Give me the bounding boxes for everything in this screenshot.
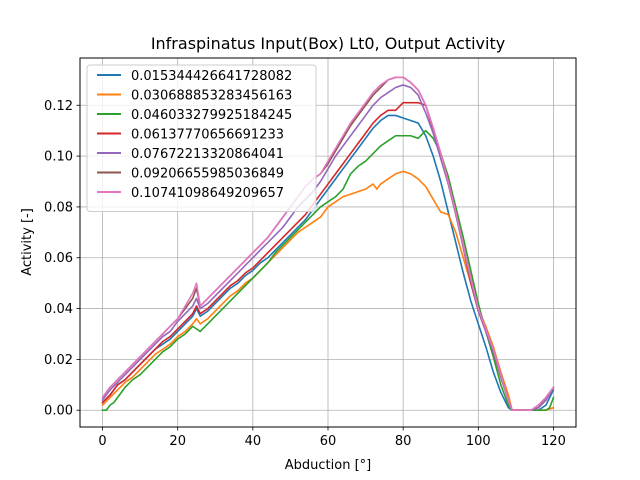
legend-label-1: 0.015344426641728082 xyxy=(131,69,292,84)
series-line-1 xyxy=(101,114,555,412)
y-tick-label: 0.06 xyxy=(44,251,73,266)
x-tick-label: 0 xyxy=(98,434,106,449)
x-tick-label: 20 xyxy=(169,434,186,449)
y-axis-label: Activity [-] xyxy=(20,208,35,276)
x-axis-label: Abduction [°] xyxy=(285,458,371,473)
y-tick-label: 0.02 xyxy=(44,353,73,368)
series-line-5 xyxy=(101,84,555,412)
chart-title: Infraspinatus Input(Box) Lt0, Output Act… xyxy=(151,34,505,53)
legend: 0.015344426641728082 0.030688853283456163… xyxy=(86,64,317,212)
y-tick-label: 0.04 xyxy=(44,302,73,317)
x-tick-label: 120 xyxy=(541,434,566,449)
series-line-7 xyxy=(101,76,555,412)
legend-label-5: 0.07672213320864041 xyxy=(131,147,284,162)
legend-label-6: 0.09206655985036849 xyxy=(131,167,284,182)
x-tick-label: 40 xyxy=(245,434,262,449)
plot-lines xyxy=(101,76,555,412)
y-tick-label: 0.12 xyxy=(44,99,73,114)
x-tick-label: 60 xyxy=(320,434,337,449)
legend-label-7: 0.10741098649209657 xyxy=(131,186,284,201)
legend-label-2: 0.030688853283456163 xyxy=(131,89,292,104)
legend-box xyxy=(86,64,317,212)
y-tick-label: 0.00 xyxy=(44,404,73,419)
legend-label-4: 0.06137770656691233 xyxy=(131,128,284,143)
legend-label-3: 0.046033279925184245 xyxy=(131,108,292,123)
y-tick-label: 0.10 xyxy=(44,150,73,165)
x-tick-label: 100 xyxy=(466,434,491,449)
axis-ticks: 0 20 40 60 80 100 120 0.00 0.02 0.04 0.06 0.08 0.10 0… xyxy=(44,99,566,449)
y-tick-label: 0.08 xyxy=(44,200,73,215)
x-tick-label: 80 xyxy=(395,434,412,449)
